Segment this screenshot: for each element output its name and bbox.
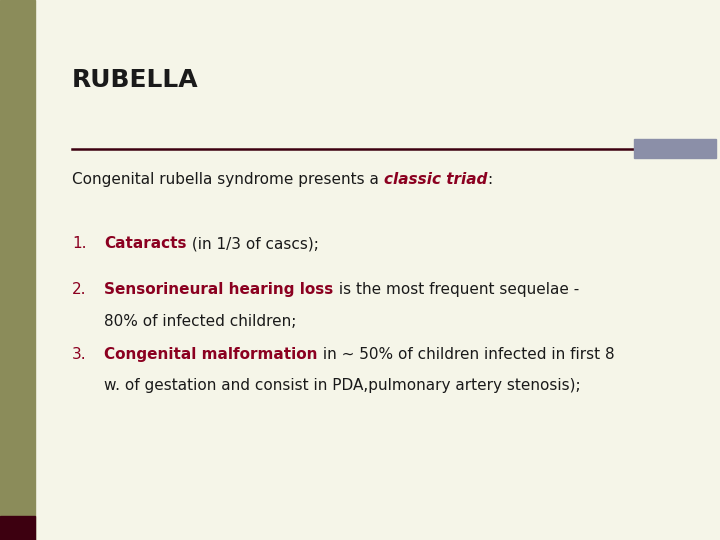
Bar [0,516,35,540]
Text: classic triad: classic triad [384,172,487,187]
Text: 2.: 2. [72,282,86,298]
Bar [0,0,35,540]
Text: Congenital rubella syndrome presents a: Congenital rubella syndrome presents a [72,172,384,187]
Text: RUBELLA: RUBELLA [72,68,199,92]
Text: 3.: 3. [72,347,86,362]
Text: w. of gestation and consist in PDA,pulmonary artery stenosis);: w. of gestation and consist in PDA,pulmo… [104,379,581,394]
Text: :: : [487,172,492,187]
Text: Cataracts: Cataracts [104,237,187,252]
Text: in ~ 50% of children infected in first 8: in ~ 50% of children infected in first 8 [318,347,615,362]
Text: 80% of infected children;: 80% of infected children; [104,314,297,329]
Text: Congenital malformation: Congenital malformation [104,347,318,362]
Bar [634,139,716,158]
Text: 1.: 1. [72,237,86,252]
Text: Sensorineural hearing loss: Sensorineural hearing loss [104,282,333,298]
Text: (in 1/3 of cascs);: (in 1/3 of cascs); [187,237,319,252]
Text: is the most frequent sequelae -: is the most frequent sequelae - [333,282,579,298]
